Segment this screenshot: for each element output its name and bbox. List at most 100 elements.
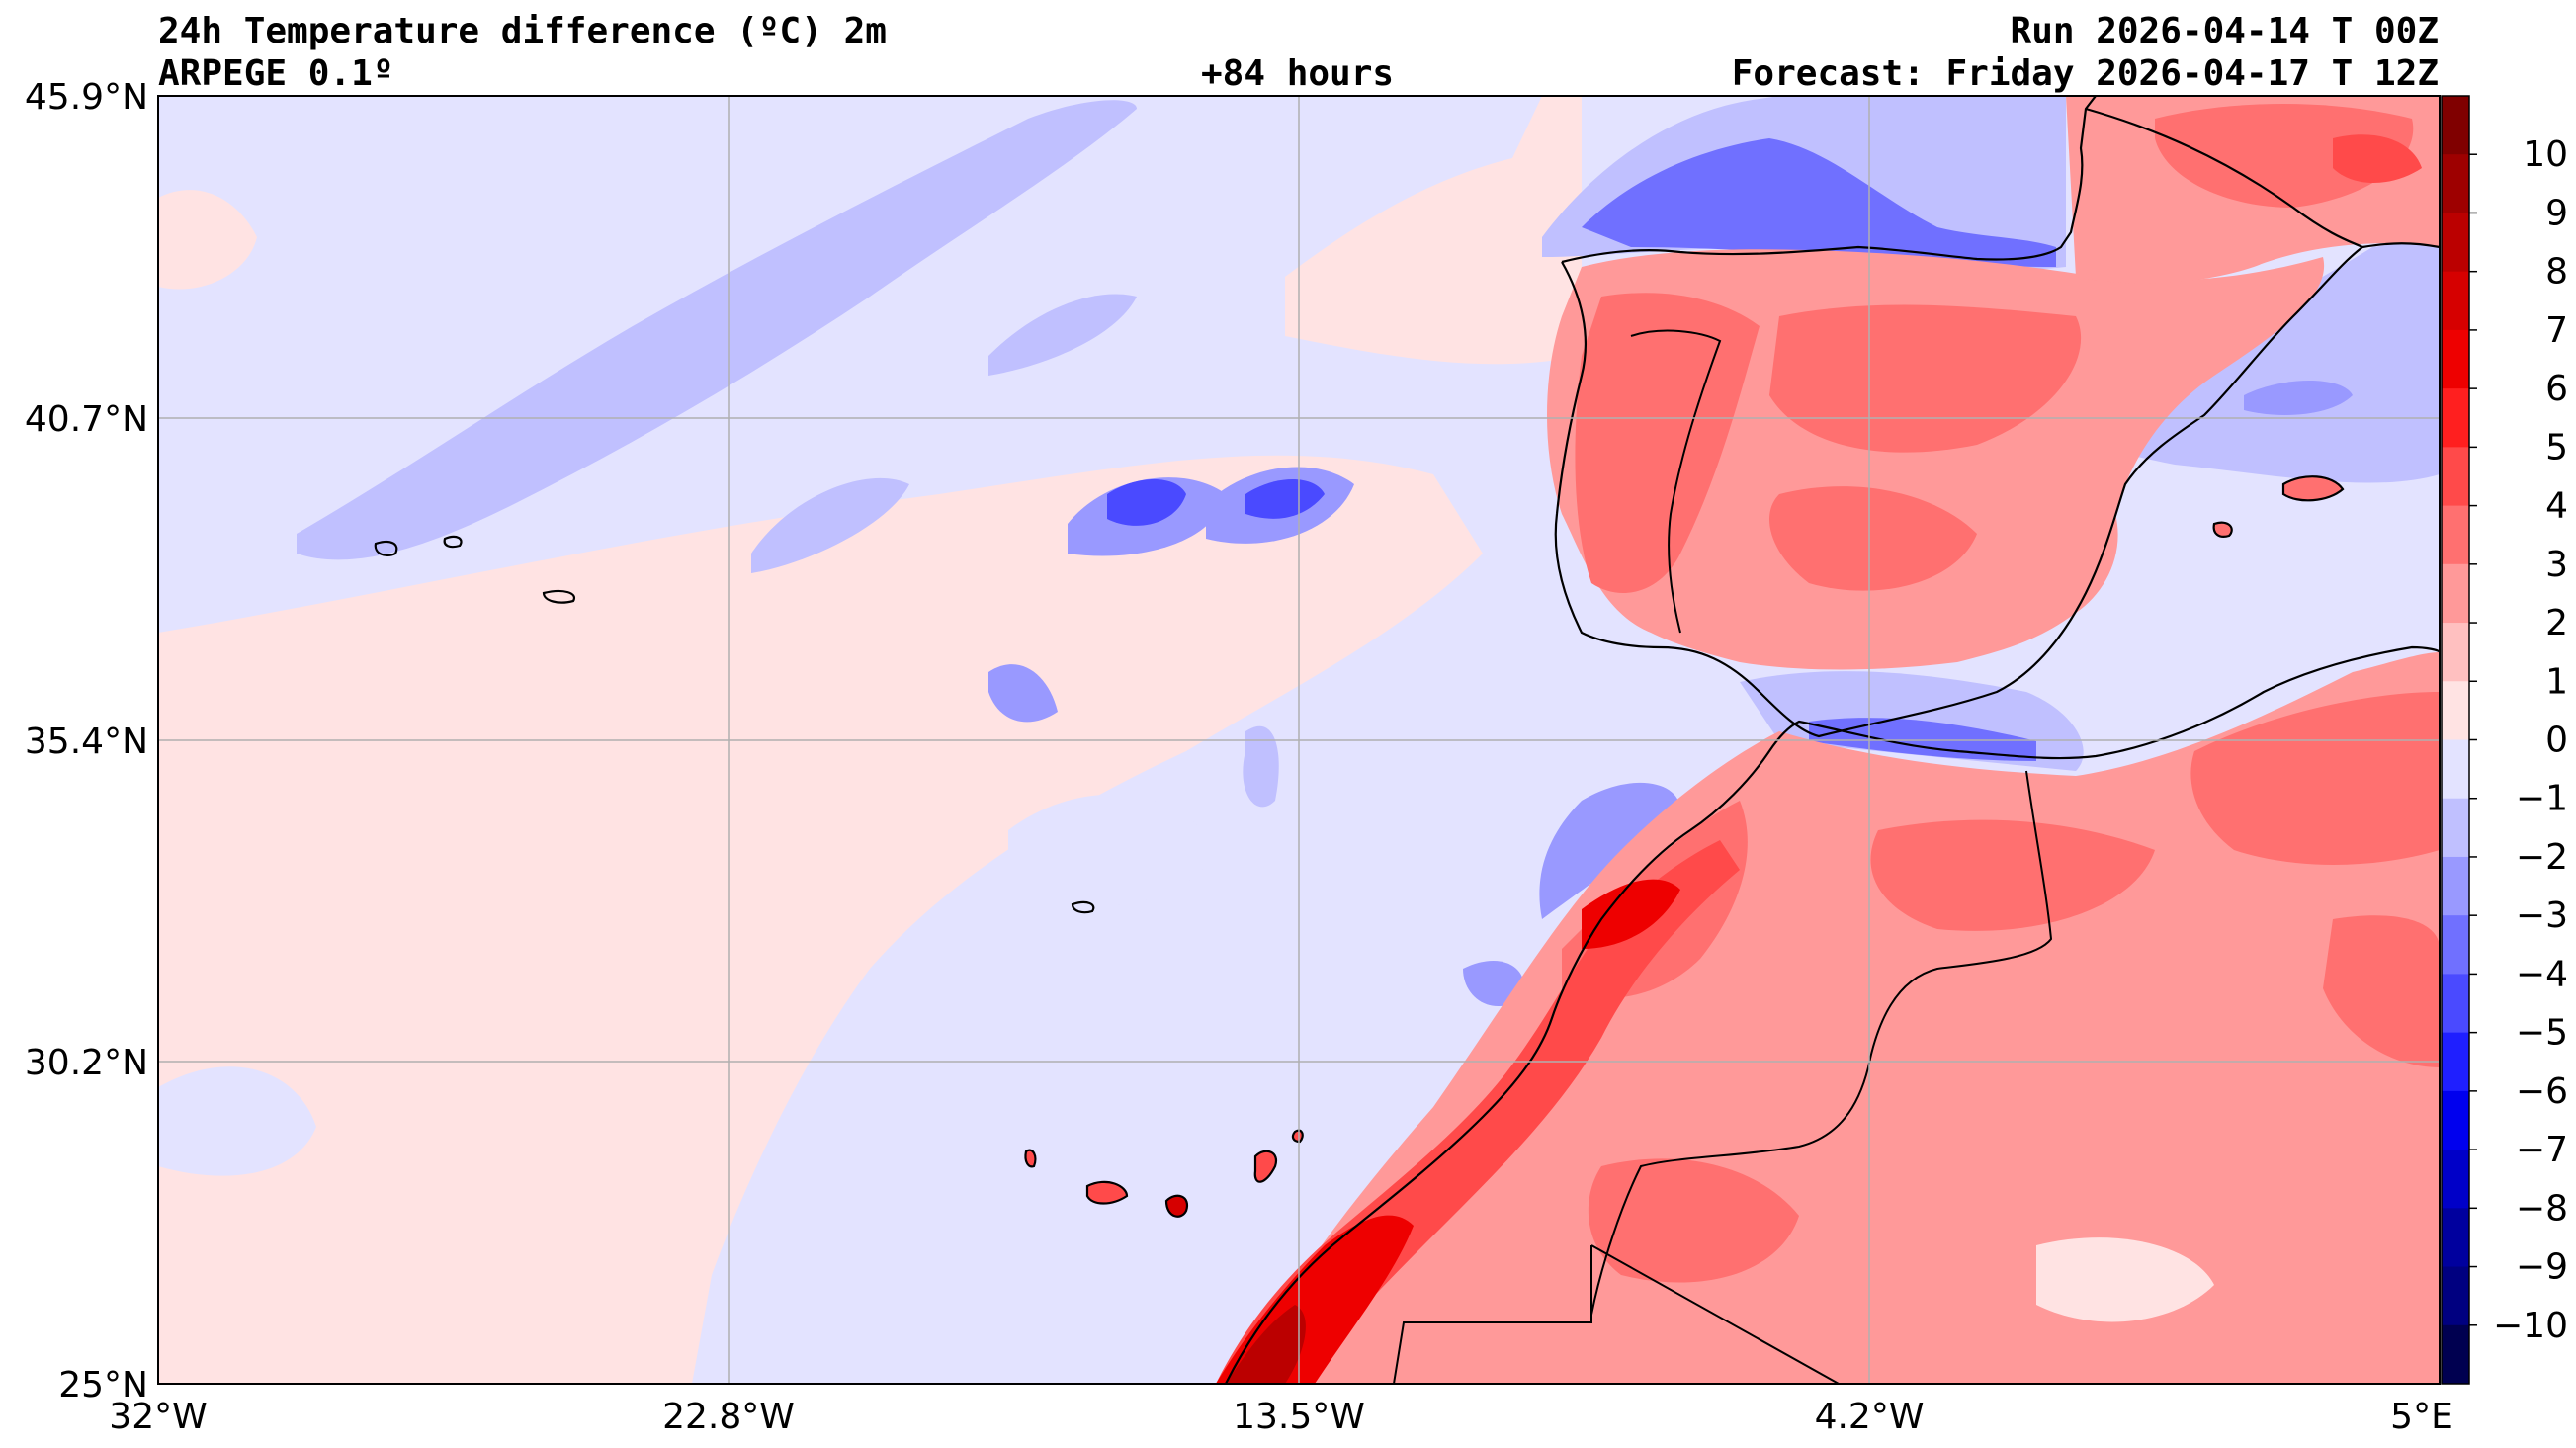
lat-label-35-4n: 35.4°N [25, 722, 148, 762]
cool-core-2 [1107, 479, 1186, 526]
lon-label-13-5w: 13.5°W [1233, 1397, 1365, 1437]
warm-france-hot [2333, 134, 2422, 183]
colorbar-label: −6 [2516, 1071, 2568, 1112]
colorbar-swatch [2442, 798, 2469, 858]
lon-label-22-8w: 22.8°W [662, 1397, 795, 1437]
cool-morocco-coast [1539, 782, 1680, 919]
cool-alboran-core [1809, 718, 2036, 761]
colorbar-label: 4 [2545, 486, 2568, 527]
colorbar-swatch [2442, 505, 2469, 565]
colorbar-swatch [2442, 1090, 2469, 1150]
colorbar-label: 3 [2545, 545, 2568, 585]
gridlines [158, 96, 2440, 1384]
cool-patch-center [1008, 794, 1216, 906]
coast-la-palma [1024, 1149, 1037, 1168]
colorbar-label: 10 [2523, 134, 2568, 175]
island-lanzarote [1292, 1130, 1303, 1142]
borders [1393, 329, 2053, 1384]
colorbar-label: 9 [2545, 193, 2568, 233]
warm-weak-north [1285, 96, 1582, 365]
island-tenerife [1087, 1181, 1127, 1204]
colorbar-label: −1 [2516, 779, 2568, 819]
coast-azores-1 [374, 540, 398, 557]
lat-label-25n: 25°N [58, 1365, 148, 1405]
colorbar-swatch [2442, 623, 2469, 682]
cool-biscay-core [1582, 138, 2056, 267]
colorbar-label: −10 [2493, 1306, 2568, 1346]
coast-ibiza [2212, 521, 2233, 538]
coast-north-spain [1561, 96, 2097, 264]
colorbar-swatch [2442, 856, 2469, 916]
colorbar-label: 1 [2545, 661, 2568, 702]
cool-blob-4 [988, 664, 1058, 723]
lat-axis: 45.9°N 40.7°N 35.4°N 30.2°N 25°N [25, 77, 148, 1405]
colorbar-swatch [2442, 1208, 2469, 1268]
colorbar [2441, 95, 2470, 1385]
coast-madeira [1071, 900, 1095, 914]
colorbar-label: 8 [2545, 252, 2568, 293]
colorbar-swatch [2442, 681, 2469, 740]
border-mauritania-mali [1590, 1244, 1840, 1384]
lon-label-5e: 5°E [2390, 1397, 2453, 1437]
cool-blob-1 [751, 477, 909, 573]
warm-central-spain [1769, 304, 2082, 453]
coast-fuerteventura [1253, 1150, 1278, 1183]
colorbar-label: 0 [2545, 721, 2568, 761]
colorbar-label: −5 [2516, 1013, 2568, 1054]
coast-lanzarote [1291, 1129, 1304, 1144]
colorbar-label: 5 [2545, 427, 2568, 468]
cool-west-med-core [2244, 381, 2353, 415]
coast-iberia [1554, 242, 2440, 738]
lon-label-32w: 32°W [109, 1397, 207, 1437]
colorbar-swatch [2442, 1324, 2469, 1385]
border-spain-portugal [1630, 329, 1722, 634]
warm-south-spain [1769, 486, 1977, 591]
colorbar-swatch [2442, 563, 2469, 624]
lon-axis: 32°W 22.8°W 13.5°W 4.2°W 5°E [109, 1397, 2453, 1437]
colorbar-swatch [2442, 96, 2469, 155]
warm-algeria [2190, 692, 2440, 865]
lat-label-45-9n: 45.9°N [25, 77, 148, 118]
warm-morocco-inland [1870, 819, 2155, 931]
island-gran-canaria [1166, 1195, 1187, 1217]
cool-morocco-south [1463, 960, 1524, 1007]
colorbar-label: 2 [2545, 603, 2568, 643]
coastlines [374, 96, 2440, 1384]
warm-weak-atlantic [158, 455, 1483, 1384]
colorbar-swatch [2442, 388, 2469, 448]
cool-streak-small [988, 294, 1137, 376]
warm-north-africa [1236, 652, 2440, 1384]
warm-weak-west [158, 190, 257, 290]
warm-ibiza [2213, 522, 2232, 537]
colorbar-swatch [2442, 154, 2469, 213]
colorbar-label: −2 [2516, 837, 2568, 878]
warm-coastal-north [1582, 879, 1680, 949]
warm-south-sahara [1588, 1158, 1799, 1283]
colorbar-swatch [2442, 1150, 2469, 1209]
colorbar-swatch [2442, 1266, 2469, 1326]
colorbar-label: 6 [2545, 369, 2568, 409]
coast-mallorca [2281, 475, 2345, 502]
colorbar-swatch [2442, 974, 2469, 1034]
model-name: ARPEGE 0.1º [158, 53, 394, 94]
colorbar-label: −4 [2516, 954, 2568, 994]
coast-azores-2 [443, 535, 463, 549]
coast-north-africa [1225, 645, 2440, 1384]
colorbar-swatch [2442, 329, 2469, 389]
warm-balearic [2283, 476, 2343, 501]
lat-label-30-2n: 30.2°N [25, 1043, 148, 1083]
colorbar-swatch [2442, 915, 2469, 975]
colorbar-swatch [2442, 447, 2469, 507]
lon-label-4-2w: 4.2°W [1815, 1397, 1925, 1437]
colorbar-swatch [2442, 271, 2469, 331]
warm-weak-sahara [2036, 1237, 2214, 1322]
map-title: 24h Temperature difference (ºC) 2m [158, 11, 887, 51]
coast-azores-3 [542, 589, 576, 604]
colorbar-label: −3 [2516, 895, 2568, 936]
border-morocco-algeria [1590, 770, 2053, 1316]
border-western-sahara [1393, 1245, 1592, 1384]
coast-tenerife [1085, 1180, 1129, 1205]
cool-streak-nw [297, 100, 1137, 560]
